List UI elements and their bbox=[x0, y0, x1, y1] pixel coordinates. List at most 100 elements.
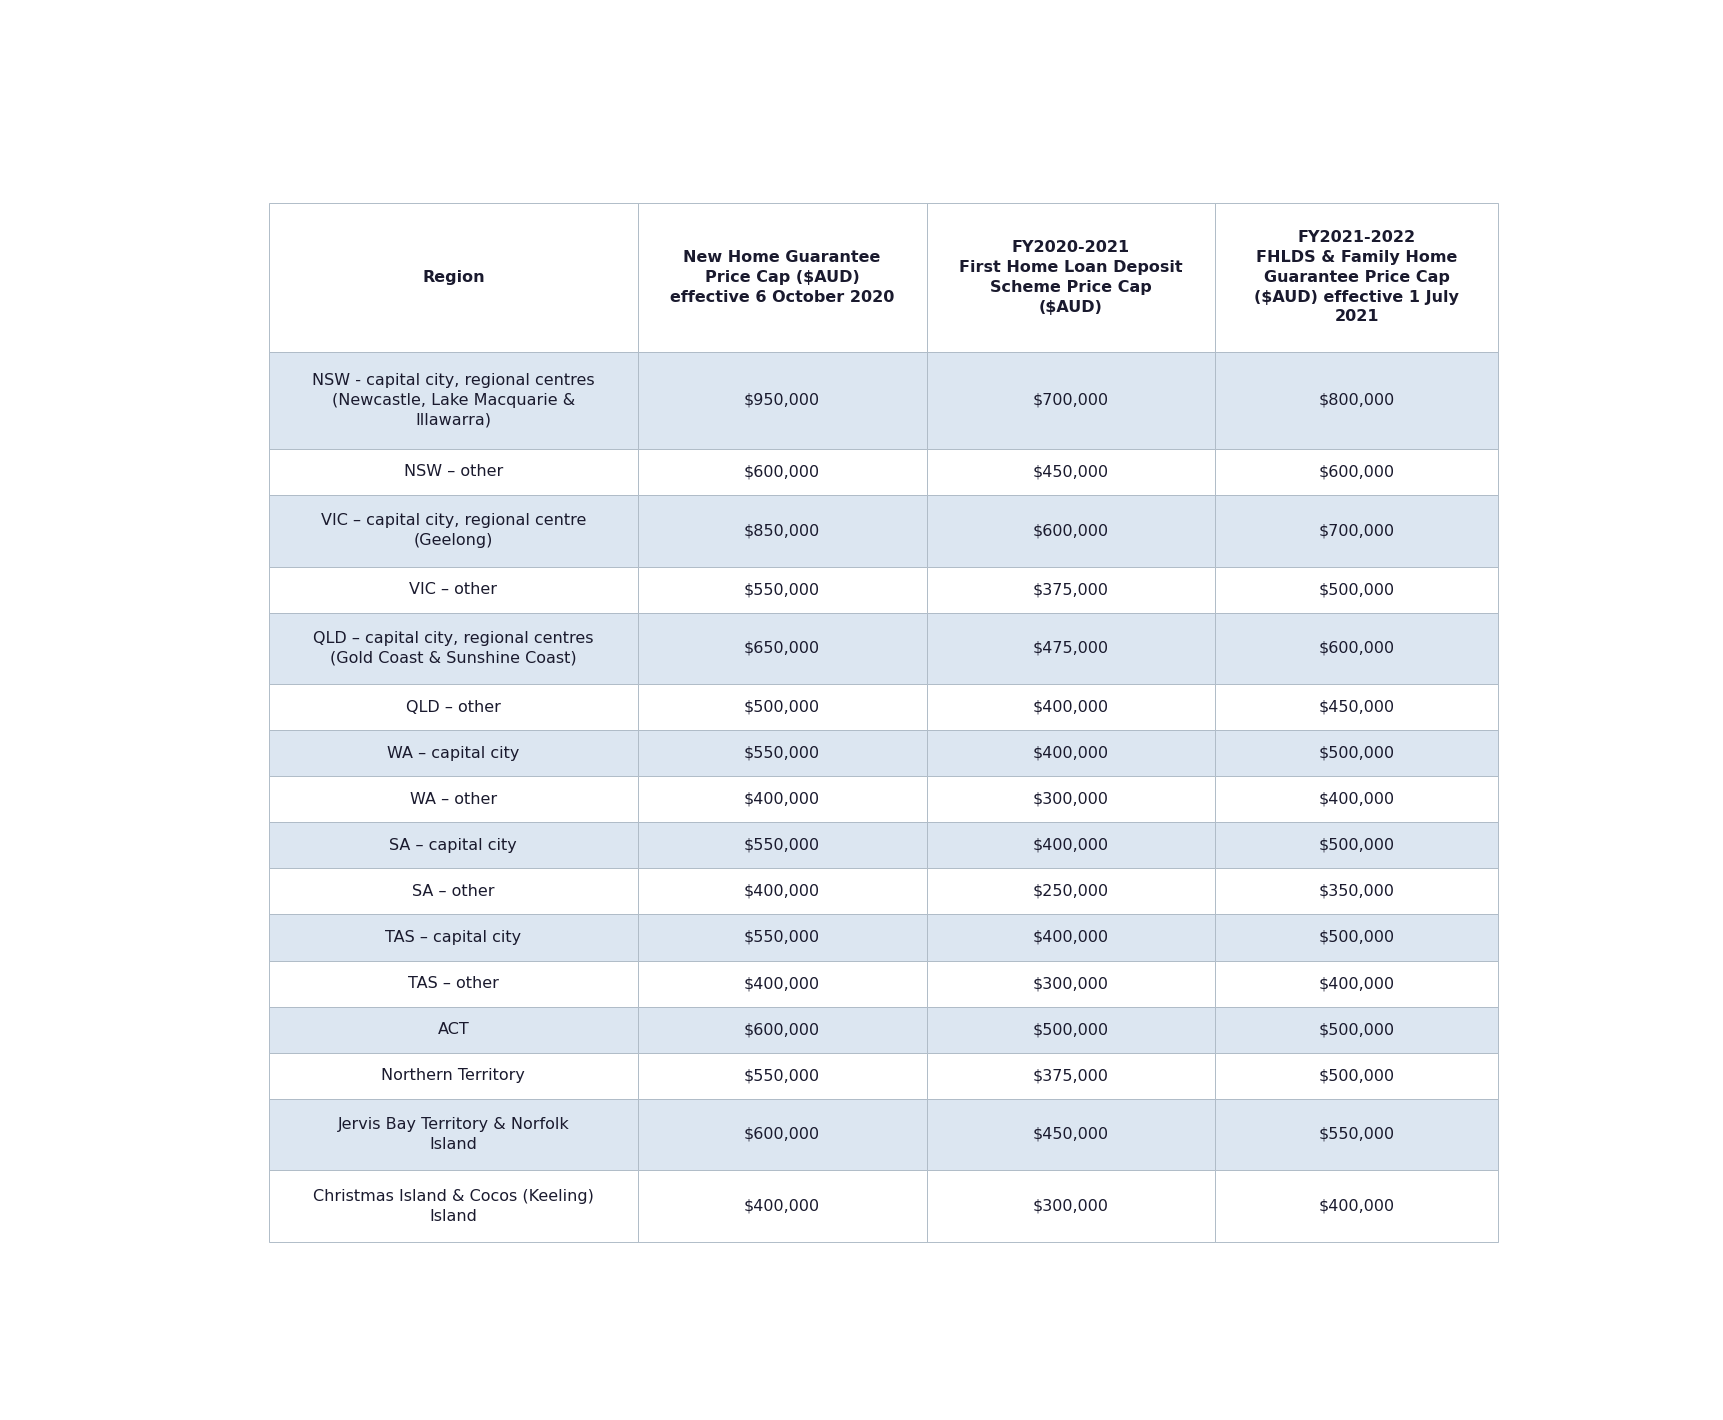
Bar bbox=[269, 203, 638, 352]
Bar bbox=[1215, 960, 1497, 1007]
Text: $300,000: $300,000 bbox=[1032, 1198, 1108, 1214]
Text: SA – other: SA – other bbox=[412, 883, 495, 899]
Text: $850,000: $850,000 bbox=[744, 523, 820, 538]
Text: $950,000: $950,000 bbox=[744, 393, 820, 408]
Bar bbox=[925, 494, 1215, 567]
Bar bbox=[638, 869, 925, 914]
Text: $300,000: $300,000 bbox=[1032, 792, 1108, 807]
Text: $500,000: $500,000 bbox=[744, 700, 820, 714]
Bar bbox=[638, 612, 925, 684]
Bar bbox=[1215, 494, 1497, 567]
Text: $400,000: $400,000 bbox=[744, 976, 820, 991]
Bar bbox=[269, 612, 638, 684]
Bar bbox=[638, 777, 925, 822]
Bar bbox=[1215, 822, 1497, 869]
Text: VIC – capital city, regional centre
(Geelong): VIC – capital city, regional centre (Gee… bbox=[320, 513, 586, 548]
Bar bbox=[638, 1007, 925, 1052]
Text: $400,000: $400,000 bbox=[744, 883, 820, 899]
Bar bbox=[1215, 684, 1497, 730]
Bar bbox=[269, 869, 638, 914]
Text: Region: Region bbox=[422, 270, 484, 285]
Text: $700,000: $700,000 bbox=[1318, 523, 1394, 538]
Text: $300,000: $300,000 bbox=[1032, 976, 1108, 991]
Text: $500,000: $500,000 bbox=[1318, 746, 1394, 761]
Bar bbox=[925, 1099, 1215, 1170]
Text: $800,000: $800,000 bbox=[1318, 393, 1394, 408]
Bar bbox=[638, 730, 925, 777]
Bar bbox=[269, 1007, 638, 1052]
Text: WA – other: WA – other bbox=[410, 792, 496, 807]
Text: $600,000: $600,000 bbox=[744, 1127, 820, 1142]
Bar bbox=[269, 684, 638, 730]
Text: WA – capital city: WA – capital city bbox=[388, 746, 519, 761]
Text: $475,000: $475,000 bbox=[1032, 640, 1108, 656]
Bar bbox=[638, 203, 925, 352]
Text: TAS – capital city: TAS – capital city bbox=[384, 930, 520, 944]
Text: ACT: ACT bbox=[438, 1022, 469, 1037]
Bar bbox=[1215, 1099, 1497, 1170]
Text: $450,000: $450,000 bbox=[1032, 464, 1108, 480]
Text: $400,000: $400,000 bbox=[1032, 838, 1108, 853]
Text: TAS – other: TAS – other bbox=[408, 976, 498, 991]
Text: $600,000: $600,000 bbox=[1318, 464, 1394, 480]
Text: QLD – other: QLD – other bbox=[405, 700, 500, 714]
Bar bbox=[1215, 1007, 1497, 1052]
Bar bbox=[269, 960, 638, 1007]
Bar bbox=[925, 960, 1215, 1007]
Bar bbox=[269, 822, 638, 869]
Text: $250,000: $250,000 bbox=[1032, 883, 1108, 899]
Text: $400,000: $400,000 bbox=[1318, 1198, 1394, 1214]
Bar bbox=[925, 869, 1215, 914]
Text: SA – capital city: SA – capital city bbox=[389, 838, 517, 853]
Text: $400,000: $400,000 bbox=[744, 1198, 820, 1214]
Text: $400,000: $400,000 bbox=[1032, 700, 1108, 714]
Bar bbox=[269, 352, 638, 449]
Bar bbox=[638, 494, 925, 567]
Text: $500,000: $500,000 bbox=[1032, 1022, 1108, 1037]
Bar bbox=[638, 449, 925, 494]
Bar bbox=[925, 352, 1215, 449]
Bar bbox=[925, 914, 1215, 960]
Bar bbox=[925, 1007, 1215, 1052]
Bar bbox=[1215, 1170, 1497, 1242]
Text: $550,000: $550,000 bbox=[1318, 1127, 1394, 1142]
Bar bbox=[269, 494, 638, 567]
Bar bbox=[925, 203, 1215, 352]
Text: $400,000: $400,000 bbox=[1032, 746, 1108, 761]
Bar bbox=[638, 1052, 925, 1099]
Text: $650,000: $650,000 bbox=[744, 640, 820, 656]
Bar bbox=[638, 822, 925, 869]
Text: FY2021-2022
FHLDS & Family Home
Guarantee Price Cap
($AUD) effective 1 July
2021: FY2021-2022 FHLDS & Family Home Guarante… bbox=[1254, 230, 1458, 325]
Bar bbox=[638, 1170, 925, 1242]
Text: $500,000: $500,000 bbox=[1318, 838, 1394, 853]
Bar bbox=[269, 914, 638, 960]
Bar bbox=[269, 1170, 638, 1242]
Text: $500,000: $500,000 bbox=[1318, 582, 1394, 596]
Text: $500,000: $500,000 bbox=[1318, 1022, 1394, 1037]
Text: $550,000: $550,000 bbox=[744, 930, 820, 944]
Text: $550,000: $550,000 bbox=[744, 582, 820, 596]
Bar bbox=[269, 1052, 638, 1099]
Text: $550,000: $550,000 bbox=[744, 1068, 820, 1083]
Bar bbox=[269, 1099, 638, 1170]
Bar bbox=[1215, 567, 1497, 612]
Bar bbox=[638, 684, 925, 730]
Text: QLD – capital city, regional centres
(Gold Coast & Sunshine Coast): QLD – capital city, regional centres (Go… bbox=[314, 630, 593, 666]
Text: $550,000: $550,000 bbox=[744, 746, 820, 761]
Bar bbox=[1215, 730, 1497, 777]
Text: $400,000: $400,000 bbox=[1318, 976, 1394, 991]
Bar bbox=[638, 914, 925, 960]
Bar bbox=[1215, 449, 1497, 494]
Text: $500,000: $500,000 bbox=[1318, 1068, 1394, 1083]
Text: NSW - capital city, regional centres
(Newcastle, Lake Macquarie &
Illawarra): NSW - capital city, regional centres (Ne… bbox=[312, 373, 594, 427]
Text: $600,000: $600,000 bbox=[744, 1022, 820, 1037]
Text: $400,000: $400,000 bbox=[1318, 792, 1394, 807]
Text: $350,000: $350,000 bbox=[1318, 883, 1394, 899]
Bar bbox=[1215, 203, 1497, 352]
Text: $450,000: $450,000 bbox=[1032, 1127, 1108, 1142]
Bar bbox=[638, 960, 925, 1007]
Text: NSW – other: NSW – other bbox=[403, 464, 503, 480]
Bar bbox=[1215, 1052, 1497, 1099]
Bar bbox=[1215, 612, 1497, 684]
Bar bbox=[1215, 352, 1497, 449]
